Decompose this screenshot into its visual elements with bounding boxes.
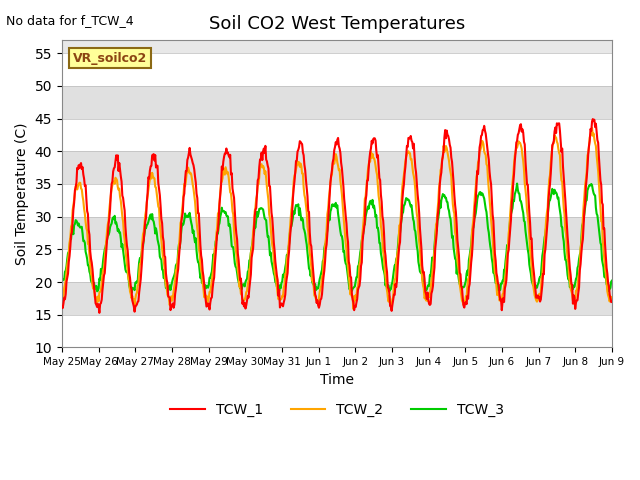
TCW_2 (404, 148, 412, 154)
Bar (62, 216, 612, 250)
TCW_3 (58, 280, 66, 286)
TCW_2 (420, 296, 428, 301)
Text: No data for f_TCW_4: No data for f_TCW_4 (6, 14, 134, 27)
TCW_2 (58, 296, 66, 302)
TCW_3 (181, 211, 189, 216)
TCW_2 (608, 294, 616, 300)
Bar (62, 184, 612, 216)
TCW_3 (68, 226, 76, 232)
Line: TCW_3: TCW_3 (62, 183, 612, 293)
TCW_1 (68, 229, 76, 235)
TCW_3 (404, 197, 412, 203)
Bar (62, 315, 612, 348)
TCW_1 (125, 270, 133, 276)
TCW_1 (420, 276, 428, 281)
Title: Soil CO2 West Temperatures: Soil CO2 West Temperatures (209, 15, 465, 33)
TCW_2 (68, 222, 76, 228)
TCW_3 (127, 290, 135, 296)
TCW_3 (211, 255, 218, 261)
TCW_1 (404, 135, 412, 141)
TCW_1 (608, 299, 616, 305)
TCW_1 (181, 177, 189, 182)
Bar (62, 151, 612, 184)
TCW_1 (211, 275, 218, 280)
TCW_3 (513, 180, 521, 186)
Line: TCW_1: TCW_1 (62, 119, 612, 313)
TCW_3 (125, 275, 132, 280)
Text: VR_soilco2: VR_soilco2 (73, 52, 147, 65)
Legend: TCW_1, TCW_2, TCW_3: TCW_1, TCW_2, TCW_3 (164, 397, 509, 423)
TCW_2 (180, 181, 188, 187)
TCW_1 (95, 310, 103, 316)
Bar (62, 250, 612, 282)
Bar (62, 282, 612, 315)
Bar (62, 119, 612, 151)
TCW_2 (209, 265, 217, 271)
TCW_1 (58, 304, 66, 310)
TCW_3 (420, 289, 428, 295)
TCW_2 (349, 306, 357, 312)
Line: TCW_2: TCW_2 (62, 128, 612, 309)
TCW_2 (125, 276, 132, 282)
Y-axis label: Soil Temperature (C): Soil Temperature (C) (15, 122, 29, 265)
Bar (62, 53, 612, 86)
Bar (62, 86, 612, 119)
TCW_2 (588, 125, 596, 131)
X-axis label: Time: Time (320, 373, 354, 387)
TCW_1 (589, 116, 596, 122)
TCW_3 (608, 278, 616, 284)
